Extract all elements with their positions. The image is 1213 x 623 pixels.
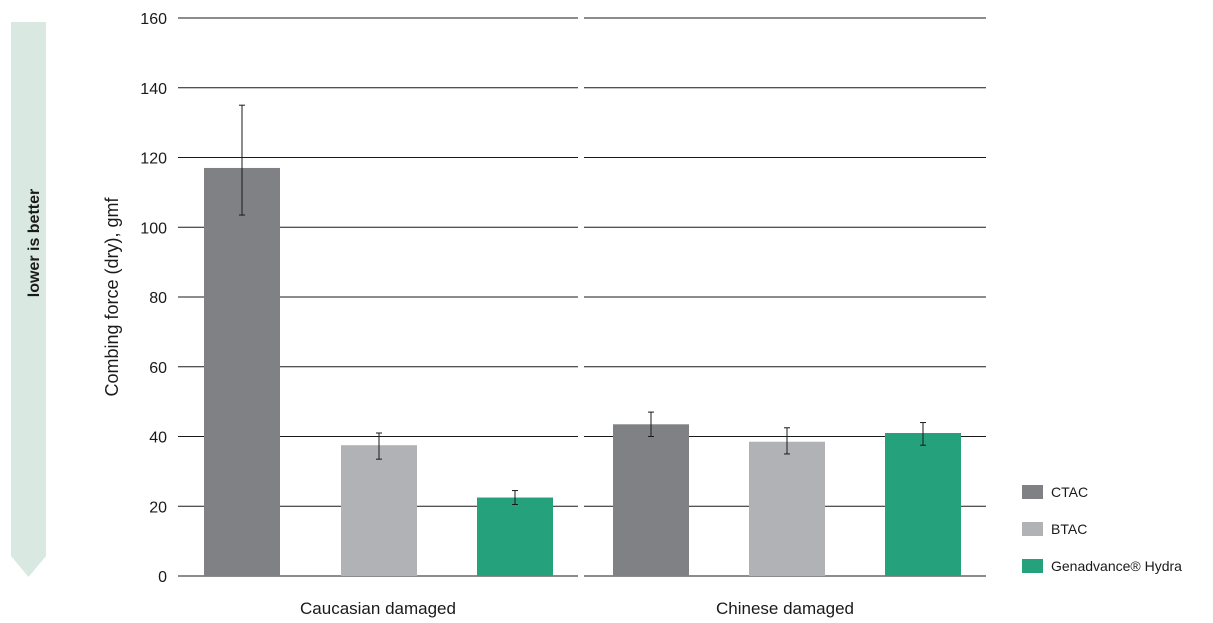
y-tick-label: 60 bbox=[149, 360, 167, 377]
lower-is-better-banner: lower is better bbox=[11, 22, 46, 577]
bars bbox=[204, 167, 961, 576]
legend-item: BTAC bbox=[1022, 521, 1087, 537]
error-bar bbox=[920, 422, 926, 446]
error-bar bbox=[648, 411, 654, 437]
y-tick-label: 80 bbox=[149, 290, 167, 307]
legend-swatch bbox=[1022, 522, 1043, 536]
y-tick-label: 120 bbox=[140, 151, 167, 168]
legend: CTAC BTAC Genadvance® Hydra bbox=[1022, 484, 1182, 574]
y-tick-label: 100 bbox=[140, 220, 167, 237]
y-tick-label: 140 bbox=[140, 81, 167, 98]
error-bar bbox=[512, 490, 518, 506]
gridlines bbox=[178, 17, 986, 577]
banner-arrow bbox=[11, 22, 46, 577]
category-label: Caucasian damaged bbox=[300, 599, 456, 618]
y-tick-label: 20 bbox=[149, 499, 167, 516]
banner-label: lower is better bbox=[26, 189, 43, 297]
bar bbox=[341, 445, 417, 576]
bar bbox=[885, 433, 961, 576]
bar bbox=[204, 167, 280, 576]
y-tick-label: 0 bbox=[158, 569, 167, 586]
legend-item: CTAC bbox=[1022, 484, 1088, 500]
error-bars bbox=[239, 104, 926, 506]
legend-label: CTAC bbox=[1051, 484, 1088, 500]
y-tick-label: 160 bbox=[140, 11, 167, 28]
legend-label: BTAC bbox=[1051, 521, 1087, 537]
category-labels: Caucasian damaged Chinese damaged bbox=[300, 599, 854, 618]
legend-label: Genadvance® Hydra bbox=[1051, 558, 1182, 574]
bar bbox=[477, 497, 553, 576]
error-bar bbox=[239, 104, 245, 216]
category-label: Chinese damaged bbox=[716, 599, 854, 618]
y-tick-labels: 0 20 40 60 80 100 120 140 160 bbox=[140, 11, 167, 586]
error-bar bbox=[784, 427, 790, 455]
y-tick-label: 40 bbox=[149, 430, 167, 447]
legend-swatch bbox=[1022, 485, 1043, 499]
y-axis-title: Combing force (dry), gmf bbox=[102, 196, 122, 396]
bar bbox=[749, 441, 825, 576]
legend-swatch bbox=[1022, 559, 1043, 573]
bar bbox=[613, 424, 689, 576]
legend-item: Genadvance® Hydra bbox=[1022, 558, 1182, 574]
error-bar bbox=[376, 432, 382, 460]
